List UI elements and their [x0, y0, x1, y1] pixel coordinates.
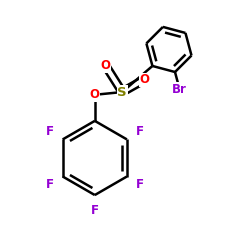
Text: F: F: [46, 125, 54, 138]
Text: O: O: [139, 73, 149, 86]
Text: F: F: [136, 125, 144, 138]
Text: Br: Br: [172, 83, 187, 96]
Text: F: F: [136, 178, 144, 190]
Text: O: O: [101, 60, 111, 72]
Text: S: S: [118, 86, 127, 98]
Text: O: O: [90, 88, 100, 101]
Text: F: F: [91, 204, 99, 217]
Text: F: F: [46, 178, 54, 190]
